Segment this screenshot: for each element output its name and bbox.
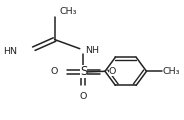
Text: O: O [50, 67, 58, 76]
Text: HN: HN [3, 47, 18, 56]
Text: CH₃: CH₃ [163, 66, 180, 75]
Text: S: S [80, 65, 87, 78]
Text: CH₃: CH₃ [59, 7, 77, 16]
Text: NH: NH [86, 46, 100, 55]
Text: O: O [109, 67, 116, 76]
Text: O: O [80, 92, 87, 101]
